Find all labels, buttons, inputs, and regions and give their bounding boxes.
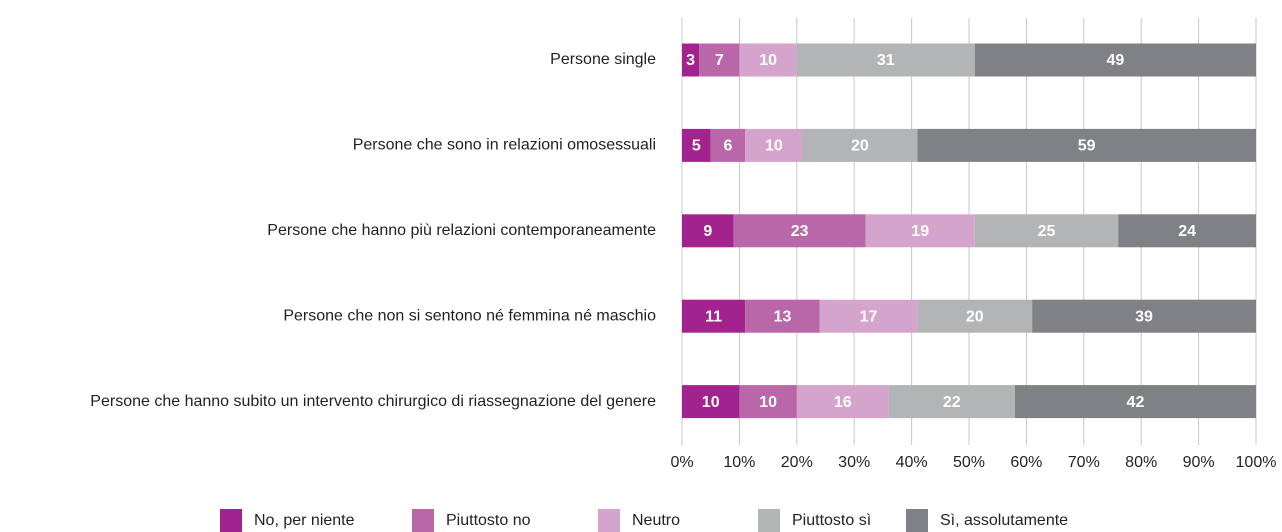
bar-segment	[699, 43, 740, 77]
data-label: 49	[1106, 52, 1124, 69]
legend-swatch	[598, 509, 620, 532]
data-label: 24	[1178, 223, 1196, 240]
legend-label: Neutro	[632, 512, 680, 529]
x-tick-label: 80%	[1125, 454, 1157, 471]
bar-segment	[796, 385, 889, 419]
data-label: 20	[851, 138, 869, 155]
bar-segment	[974, 214, 1119, 248]
legend-swatch	[412, 509, 434, 532]
x-tick-label: 20%	[781, 454, 813, 471]
bar-segment	[865, 214, 975, 248]
category-label: Persone single	[550, 51, 656, 68]
legend-label: Piuttosto no	[446, 512, 531, 529]
x-tick-label: 0%	[670, 454, 693, 471]
bar-segment	[974, 43, 1256, 77]
category-label: Persone che non si sentono né femmina né…	[283, 307, 656, 324]
category-label: Persone che sono in relazioni omosessual…	[353, 137, 656, 154]
data-label: 39	[1135, 308, 1153, 325]
legend-label: No, per niente	[254, 512, 355, 529]
x-tick-label: 60%	[1010, 454, 1042, 471]
bar-segment	[1118, 214, 1256, 248]
bar-segment	[682, 128, 711, 162]
bar-segment	[917, 299, 1033, 333]
bar-segment	[888, 385, 1015, 419]
data-label: 10	[759, 52, 777, 69]
x-tick-label: 90%	[1183, 454, 1215, 471]
data-label: 7	[715, 52, 724, 69]
x-tick-label: 10%	[723, 454, 755, 471]
data-label: 25	[1038, 223, 1056, 240]
bar-segment	[682, 299, 746, 333]
legend-swatch	[906, 509, 928, 532]
bar-segment	[796, 43, 975, 77]
data-label: 6	[723, 138, 732, 155]
legend-label: Sì, assolutamente	[940, 512, 1068, 529]
data-label: 17	[860, 308, 878, 325]
data-label: 42	[1127, 394, 1145, 411]
data-label: 16	[834, 394, 852, 411]
data-label: 9	[703, 223, 712, 240]
legend-swatch	[220, 509, 242, 532]
bar-segment	[682, 43, 700, 77]
bar-segment	[1014, 385, 1256, 419]
data-label: 19	[911, 223, 929, 240]
bar-segment	[917, 128, 1256, 162]
data-label: 10	[765, 138, 783, 155]
x-tick-label: 50%	[953, 454, 985, 471]
bar-segment	[819, 299, 918, 333]
bar-segment	[739, 385, 797, 419]
category-label: Persone che hanno più relazioni contempo…	[267, 222, 656, 239]
bar-segment	[733, 214, 866, 248]
bar-segment	[802, 128, 918, 162]
bar-segment	[682, 385, 740, 419]
data-label: 22	[943, 394, 961, 411]
data-label: 11	[705, 308, 722, 325]
legend-label: Piuttosto sì	[792, 512, 871, 529]
data-label: 59	[1078, 138, 1096, 155]
bar-segment	[745, 128, 803, 162]
bar-segment	[739, 43, 797, 77]
bar-segment	[682, 214, 734, 248]
bar-segment	[710, 128, 746, 162]
x-tick-label: 40%	[896, 454, 928, 471]
bar-segment	[1032, 299, 1256, 333]
category-label: Persone che hanno subito un intervento c…	[90, 393, 656, 410]
x-tick-label: 70%	[1068, 454, 1100, 471]
x-tick-label: 30%	[838, 454, 870, 471]
data-label: 13	[774, 308, 792, 325]
legend-swatch	[758, 509, 780, 532]
data-label: 31	[877, 52, 895, 69]
data-label: 23	[791, 223, 809, 240]
data-label: 20	[966, 308, 984, 325]
data-label: 10	[759, 394, 777, 411]
x-tick-label: 100%	[1236, 454, 1277, 471]
data-label: 10	[702, 394, 720, 411]
bar-segment	[745, 299, 820, 333]
data-label: 3	[686, 52, 695, 69]
data-label: 5	[692, 138, 701, 155]
